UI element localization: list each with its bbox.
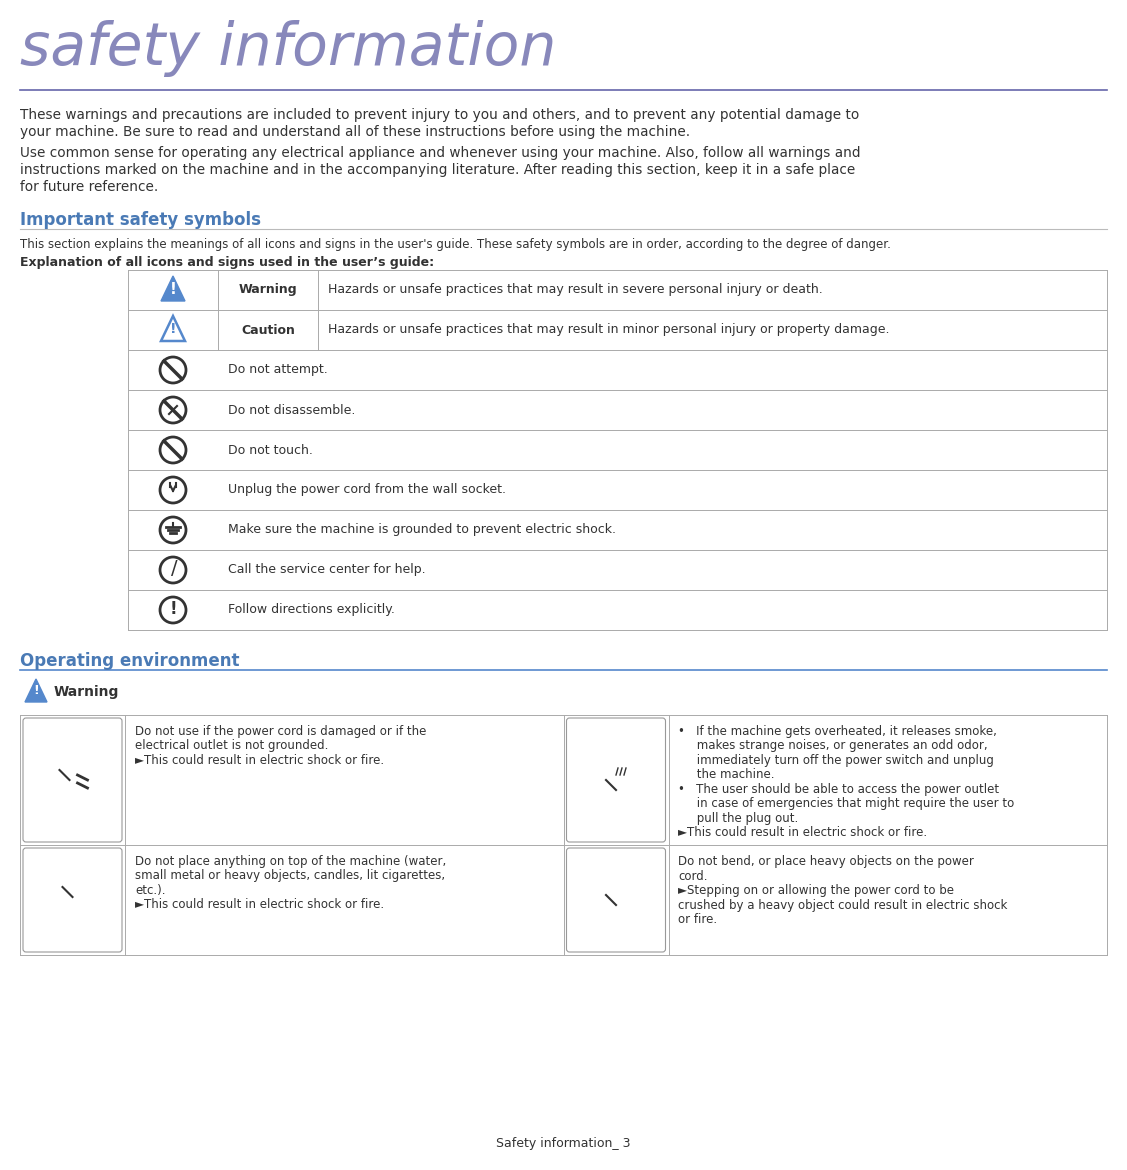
Text: instructions marked on the machine and in the accompanying literature. After rea: instructions marked on the machine and i…: [20, 163, 855, 177]
Text: Hazards or unsafe practices that may result in severe personal injury or death.: Hazards or unsafe practices that may res…: [328, 283, 823, 296]
Text: !: !: [170, 322, 176, 336]
Text: Unplug the power cord from the wall socket.: Unplug the power cord from the wall sock…: [228, 483, 506, 496]
Text: These warnings and precautions are included to prevent injury to you and others,: These warnings and precautions are inclu…: [20, 108, 859, 122]
Text: electrical outlet is not grounded.: electrical outlet is not grounded.: [135, 739, 328, 752]
FancyBboxPatch shape: [23, 848, 122, 952]
Text: the machine.: the machine.: [678, 769, 775, 782]
Text: in case of emergencies that might require the user to: in case of emergencies that might requir…: [678, 798, 1014, 811]
Text: Explanation of all icons and signs used in the user’s guide:: Explanation of all icons and signs used …: [20, 256, 434, 269]
Text: Do not use if the power cord is damaged or if the: Do not use if the power cord is damaged …: [135, 725, 426, 738]
Text: your machine. Be sure to read and understand all of these instructions before us: your machine. Be sure to read and unders…: [20, 125, 690, 139]
Text: safety information: safety information: [20, 20, 557, 77]
Text: for future reference.: for future reference.: [20, 180, 158, 194]
Polygon shape: [161, 316, 185, 340]
Text: This section explains the meanings of all icons and signs in the user's guide. T: This section explains the meanings of al…: [20, 238, 890, 252]
Text: Operating environment: Operating environment: [20, 652, 240, 670]
FancyBboxPatch shape: [23, 718, 122, 842]
Text: •   If the machine gets overheated, it releases smoke,: • If the machine gets overheated, it rel…: [678, 725, 997, 738]
Text: !: !: [169, 600, 177, 618]
Text: Use common sense for operating any electrical appliance and whenever using your : Use common sense for operating any elect…: [20, 146, 861, 160]
Text: !: !: [33, 684, 38, 697]
Text: Do not touch.: Do not touch.: [228, 443, 313, 456]
Text: ►This could result in electric shock or fire.: ►This could result in electric shock or …: [135, 899, 384, 911]
FancyBboxPatch shape: [567, 848, 666, 952]
Text: Call the service center for help.: Call the service center for help.: [228, 564, 426, 577]
Text: cord.: cord.: [678, 869, 708, 882]
Text: or fire.: or fire.: [678, 913, 718, 925]
Text: Follow directions explicitly.: Follow directions explicitly.: [228, 604, 394, 617]
Text: Do not disassemble.: Do not disassemble.: [228, 404, 355, 417]
Text: Safety information_ 3: Safety information_ 3: [496, 1137, 630, 1150]
Text: ►This could result in electric shock or fire.: ►This could result in electric shock or …: [135, 753, 384, 768]
Text: Important safety symbols: Important safety symbols: [20, 211, 261, 229]
Text: Warning: Warning: [239, 283, 298, 296]
Text: ►Stepping on or allowing the power cord to be: ►Stepping on or allowing the power cord …: [678, 885, 955, 897]
Text: small metal or heavy objects, candles, lit cigarettes,: small metal or heavy objects, candles, l…: [135, 869, 445, 882]
Text: Warning: Warning: [54, 684, 119, 698]
Text: •   The user should be able to access the power outlet: • The user should be able to access the …: [678, 783, 1000, 796]
Text: !: !: [169, 282, 177, 296]
Text: Make sure the machine is grounded to prevent electric shock.: Make sure the machine is grounded to pre…: [228, 523, 616, 537]
Polygon shape: [25, 679, 47, 702]
Text: immediately turn off the power switch and unplug: immediately turn off the power switch an…: [678, 753, 994, 768]
Text: Do not place anything on top of the machine (water,: Do not place anything on top of the mach…: [135, 855, 446, 868]
Text: etc.).: etc.).: [135, 885, 166, 897]
FancyBboxPatch shape: [567, 718, 666, 842]
Text: crushed by a heavy object could result in electric shock: crushed by a heavy object could result i…: [678, 899, 1008, 911]
Text: Do not attempt.: Do not attempt.: [228, 364, 328, 377]
Text: Do not bend, or place heavy objects on the power: Do not bend, or place heavy objects on t…: [678, 855, 975, 868]
Text: /: /: [170, 559, 177, 578]
Text: makes strange noises, or generates an odd odor,: makes strange noises, or generates an od…: [678, 739, 988, 752]
Text: Hazards or unsafe practices that may result in minor personal injury or property: Hazards or unsafe practices that may res…: [328, 323, 889, 337]
Text: Caution: Caution: [241, 323, 295, 337]
Text: ►This could result in electric shock or fire.: ►This could result in electric shock or …: [678, 826, 928, 840]
Text: pull the plug out.: pull the plug out.: [678, 812, 799, 825]
Polygon shape: [161, 276, 185, 301]
